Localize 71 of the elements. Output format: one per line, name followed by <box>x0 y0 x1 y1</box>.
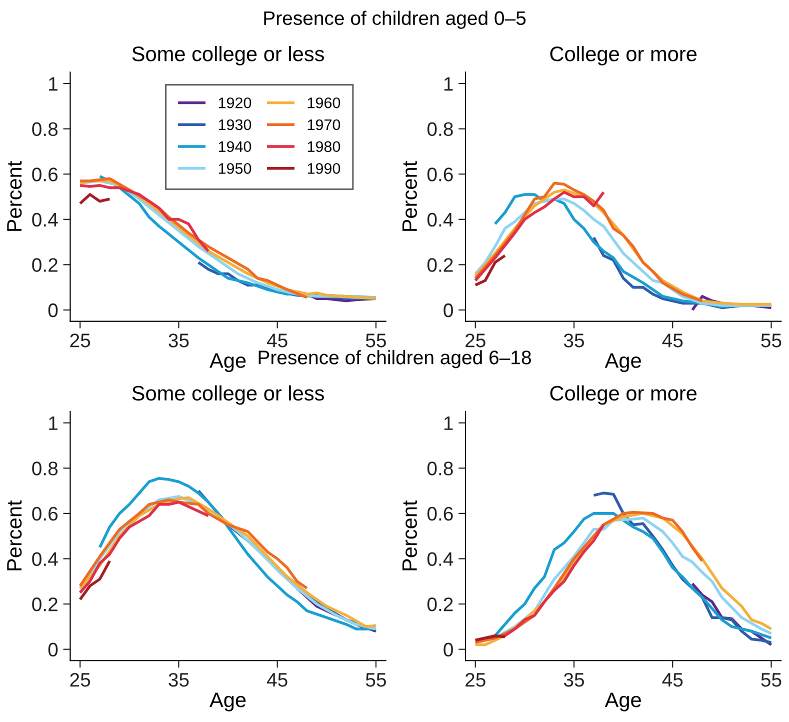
x-tick-label: 35 <box>168 672 189 687</box>
chart-title: College or more <box>550 385 696 405</box>
legend-label: 1940 <box>218 141 252 152</box>
x-axis-title: Age <box>210 692 246 712</box>
line-series <box>78 560 112 601</box>
line-series <box>474 182 704 302</box>
legend-label: 1980 <box>308 141 340 152</box>
y-tick-label: 0.4 <box>32 212 58 227</box>
legend-label: 1970 <box>308 119 340 130</box>
y-tick-label: 0 <box>48 303 58 318</box>
y-tick-label: 0.2 <box>32 258 58 272</box>
y-axis-title: Percent <box>7 500 22 570</box>
text: Presence of children aged 6–18 <box>258 350 531 368</box>
y-tick-label: 0 <box>444 642 453 657</box>
y-axis-title: Percent <box>402 161 418 231</box>
line-series <box>78 498 308 590</box>
y-tick-label: 0.6 <box>32 168 58 182</box>
y-tick-label: 0 <box>48 642 58 657</box>
line-series <box>474 254 506 286</box>
x-tick-label: 35 <box>168 334 189 348</box>
line-series <box>474 190 605 282</box>
line-series <box>78 184 210 252</box>
x-tick-label: 45 <box>662 673 683 687</box>
y-tick-label: 1 <box>49 416 58 430</box>
legend-label: 1990 <box>308 163 340 174</box>
y-tick-label: 0.2 <box>32 597 58 612</box>
x-tick-label: 55 <box>761 673 782 687</box>
x-axis-title: Age <box>604 353 641 372</box>
x-tick-label: 25 <box>466 672 486 687</box>
y-tick-label: 0.4 <box>32 552 58 566</box>
y-tick-label: 0.6 <box>427 506 453 521</box>
x-tick-label: 55 <box>366 334 386 348</box>
y-axis-title: Percent <box>7 161 22 231</box>
x-tick-label: 35 <box>564 672 584 687</box>
y-tick-label: 0.6 <box>427 168 453 182</box>
legend-label: 1930 <box>218 119 252 130</box>
y-tick-label: 0.8 <box>427 462 453 476</box>
x-axis-title: Age <box>210 353 246 372</box>
x-axis-title: Age <box>604 692 641 712</box>
y-axis-title: Percent <box>402 500 418 570</box>
x-tick-label: 55 <box>366 673 386 687</box>
text: Presence of children aged 0–5 <box>264 10 526 29</box>
y-tick-label: 0.8 <box>32 122 58 136</box>
legend-label: 1950 <box>218 163 252 174</box>
x-tick-label: 25 <box>70 334 90 348</box>
chart-title: College or more <box>550 46 696 66</box>
line-series <box>78 500 210 594</box>
y-tick-label: 1 <box>444 77 453 91</box>
legend-label: 1960 <box>308 97 340 108</box>
y-tick-label: 0.8 <box>427 122 453 136</box>
y-tick-label: 0.8 <box>32 462 58 476</box>
y-tick-label: 0.4 <box>427 552 454 566</box>
y-tick-label: 0.2 <box>427 597 453 612</box>
x-tick-label: 35 <box>564 334 584 348</box>
line-series <box>78 193 112 205</box>
x-tick-label: 45 <box>266 334 288 348</box>
chart-title: Some college or less <box>132 46 324 66</box>
y-tick-label: 0.2 <box>427 258 453 272</box>
x-tick-label: 25 <box>466 334 486 348</box>
x-tick-label: 45 <box>266 673 288 687</box>
y-tick-label: 1 <box>49 77 58 91</box>
x-tick-label: 45 <box>662 334 683 348</box>
x-tick-label: 55 <box>761 334 782 348</box>
y-tick-label: 0.4 <box>427 212 454 227</box>
x-tick-label: 25 <box>70 672 90 687</box>
y-tick-label: 1 <box>444 416 453 430</box>
y-tick-label: 0 <box>444 303 453 318</box>
chart-title: Some college or less <box>132 385 324 405</box>
line-series <box>98 476 378 630</box>
y-tick-label: 0.6 <box>32 506 58 521</box>
legend-label: 1920 <box>218 97 252 108</box>
